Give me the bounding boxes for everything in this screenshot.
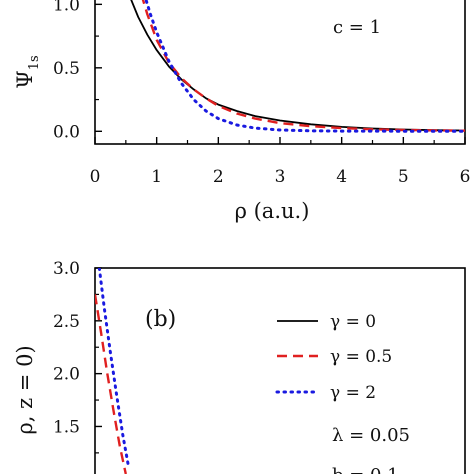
legend-label-gamma-0: γ = 0 (330, 312, 376, 332)
top-x-tick-label: 4 (336, 167, 347, 187)
top-y-ticks: 0.0 0.5 1.0 (53, 0, 102, 142)
bottom-y-tick-label: 2.5 (53, 312, 80, 332)
bottom-legend: γ = 0 γ = 0.5 γ = 2 (275, 312, 392, 403)
svg-text:ρ, z = 0): ρ, z = 0) (13, 345, 37, 434)
top-y-tick-label: 1.0 (53, 0, 80, 15)
bottom-panel: 1.5 2.0 2.5 3.0 (b) γ = 0 γ = 0.5 γ = 2 λ =… (13, 259, 466, 474)
legend-label-gamma-0-5: γ = 0.5 (330, 347, 392, 367)
svg-text:Ψ1s: Ψ1s (13, 55, 42, 88)
top-panel: 0 1 2 3 4 5 6 0.0 0.5 1.0 c = 1 ρ (a.u.) Ψ1s (13, 0, 470, 223)
top-y-tick-label: 0.5 (53, 59, 80, 79)
top-series-dotted-line (144, 0, 465, 133)
bottom-series-dashed-line (95, 294, 127, 474)
bottom-y-tick-label: 3.0 (53, 259, 80, 279)
top-series-dashed-line (141, 0, 465, 132)
bottom-y-axis-title: ρ, z = 0) (13, 345, 37, 434)
bottom-y-tick-label: 1.5 (53, 417, 80, 437)
top-x-tick-label: 6 (460, 167, 471, 187)
bottom-series-dotted-line (97, 268, 131, 471)
top-plot-frame (94, 0, 466, 145)
top-annotation-c: c = 1 (333, 17, 381, 38)
top-y-axis-title-main: Ψ (13, 70, 37, 88)
bottom-annotation-b: b = 0.1 (332, 465, 399, 474)
top-x-tick-label: 1 (151, 167, 162, 187)
bottom-plot-frame (94, 267, 466, 474)
bottom-panel-label: (b) (145, 307, 176, 332)
top-x-ticks: 0 1 2 3 4 5 6 (90, 137, 471, 187)
bottom-annotation-lambda: λ = 0.05 (332, 425, 410, 446)
bottom-y-tick-label: 2.0 (53, 365, 80, 385)
top-series-solid-line (130, 0, 465, 132)
legend-label-gamma-2: γ = 2 (330, 383, 376, 403)
top-y-axis-title-sub: 1s (27, 55, 42, 70)
top-x-tick-label: 5 (398, 167, 409, 187)
top-x-tick-label: 3 (275, 167, 286, 187)
top-series-group (130, 0, 465, 133)
top-y-axis-title: Ψ1s (13, 55, 42, 88)
bottom-series-group (95, 268, 131, 474)
top-x-tick-label: 0 (90, 167, 101, 187)
top-x-axis-title: ρ (a.u.) (235, 199, 310, 223)
top-x-tick-label: 2 (213, 167, 224, 187)
top-y-tick-label: 0.0 (53, 122, 80, 142)
